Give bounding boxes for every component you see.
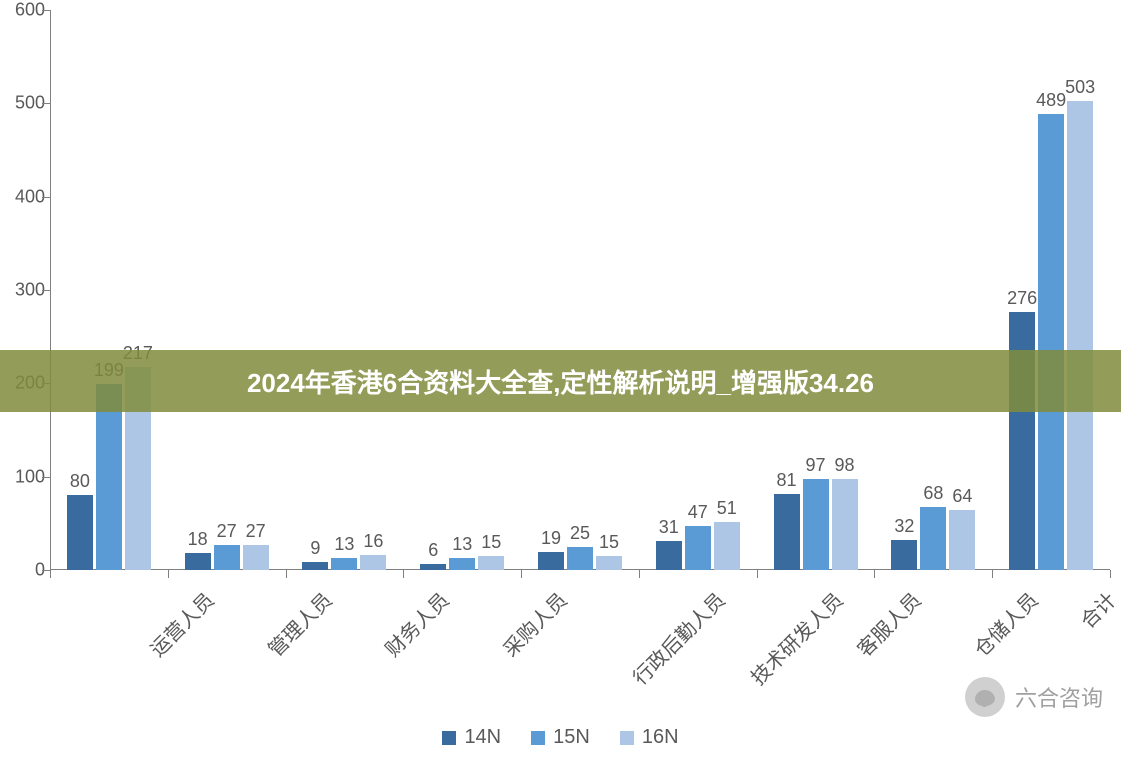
bar-value-label: 51 <box>717 498 737 519</box>
bar: 64 <box>949 510 975 570</box>
y-tick-mark <box>42 477 50 478</box>
legend-label: 16N <box>642 726 679 749</box>
chart-container: 0100200300400500600801992171827279131661… <box>50 10 1110 570</box>
bar: 199 <box>96 384 122 570</box>
y-tick-mark <box>42 10 50 11</box>
legend-swatch <box>620 731 634 745</box>
y-tick-label: 300 <box>0 280 45 301</box>
bar: 81 <box>774 494 800 570</box>
bar: 503 <box>1067 101 1093 570</box>
bar-value-label: 64 <box>952 486 972 507</box>
y-tick-label: 100 <box>0 466 45 487</box>
bar-value-label: 16 <box>363 531 383 552</box>
bar: 13 <box>449 558 475 570</box>
legend-swatch <box>442 731 456 745</box>
y-tick-mark <box>42 197 50 198</box>
y-tick-label: 500 <box>0 93 45 114</box>
watermark-text: 六合咨询 <box>1015 681 1103 713</box>
legend-swatch <box>531 731 545 745</box>
bar-group: 276489503 <box>1001 101 1101 570</box>
bar-value-label: 6 <box>428 540 438 561</box>
bar-value-label: 15 <box>481 532 501 553</box>
bar-group: 314751 <box>648 522 748 570</box>
bar-group: 91316 <box>294 555 394 570</box>
y-tick-mark <box>42 290 50 291</box>
bar-value-label: 80 <box>70 471 90 492</box>
bar: 31 <box>656 541 682 570</box>
bar-value-label: 81 <box>777 470 797 491</box>
y-tick-label: 0 <box>0 560 45 581</box>
bar: 15 <box>596 556 622 570</box>
x-tick-mark <box>1110 570 1111 578</box>
bar-value-label: 15 <box>599 532 619 553</box>
bar-group: 326864 <box>883 507 983 570</box>
bar: 51 <box>714 522 740 570</box>
overlay-banner: 2024年香港6合资料大全查,定性解析说明_增强版34.26 <box>0 350 1121 412</box>
bar: 27 <box>243 545 269 570</box>
y-tick-label: 600 <box>0 0 45 21</box>
bar-value-label: 18 <box>188 529 208 550</box>
legend-label: 14N <box>464 726 501 749</box>
bar: 32 <box>891 540 917 570</box>
bar: 27 <box>214 545 240 570</box>
y-tick-mark <box>42 103 50 104</box>
bar-group: 192515 <box>530 547 630 570</box>
bar: 97 <box>803 479 829 570</box>
x-axis-label: 客服人员 <box>849 585 926 662</box>
overlay-text: 2024年香港6合资料大全查,定性解析说明_增强版34.26 <box>247 363 874 400</box>
bar: 15 <box>478 556 504 570</box>
bar: 18 <box>185 553 211 570</box>
bar: 19 <box>538 552 564 570</box>
x-axis-labels: 运营人员管理人员财务人员采购人员行政后勤人员技术研发人员客服人员仓储人员合计 <box>50 575 1110 695</box>
bar: 13 <box>331 558 357 570</box>
x-axis-label: 管理人员 <box>260 585 337 662</box>
bar: 80 <box>67 495 93 570</box>
bar: 47 <box>685 526 711 570</box>
legend: 14N 15N 16N <box>0 726 1121 749</box>
bar-group: 182727 <box>177 545 277 570</box>
watermark: 六合咨询 <box>965 677 1103 717</box>
bar: 68 <box>920 507 946 570</box>
x-axis-label: 合计 <box>1073 585 1121 634</box>
x-axis-label: 采购人员 <box>496 585 573 662</box>
bar: 25 <box>567 547 593 570</box>
bar-group: 61315 <box>412 556 512 570</box>
bar: 6 <box>420 564 446 570</box>
x-axis-label: 运营人员 <box>142 585 219 662</box>
legend-label: 15N <box>553 726 590 749</box>
bar-value-label: 68 <box>923 483 943 504</box>
bar-value-label: 32 <box>894 516 914 537</box>
legend-item: 14N <box>442 726 501 749</box>
legend-item: 16N <box>620 726 679 749</box>
bar-value-label: 276 <box>1007 288 1037 309</box>
bar-value-label: 98 <box>835 455 855 476</box>
x-axis-label: 行政后勤人员 <box>625 585 730 690</box>
x-axis-label: 仓储人员 <box>967 585 1044 662</box>
bar: 9 <box>302 562 328 570</box>
y-axis-line <box>50 10 51 570</box>
bar: 16 <box>360 555 386 570</box>
x-axis-label: 财务人员 <box>378 585 455 662</box>
bar-value-label: 31 <box>659 517 679 538</box>
bar-value-label: 47 <box>688 502 708 523</box>
bar-value-label: 13 <box>452 534 472 555</box>
y-tick-mark <box>42 570 50 571</box>
legend-item: 15N <box>531 726 590 749</box>
bar-value-label: 13 <box>334 534 354 555</box>
wechat-icon <box>965 677 1005 717</box>
bar-value-label: 25 <box>570 523 590 544</box>
bar-group: 819798 <box>766 479 866 570</box>
y-tick-label: 400 <box>0 186 45 207</box>
plot-area: 0100200300400500600801992171827279131661… <box>50 10 1110 570</box>
bar-value-label: 27 <box>246 521 266 542</box>
bar-value-label: 19 <box>541 528 561 549</box>
bar: 489 <box>1038 114 1064 570</box>
bar-value-label: 27 <box>217 521 237 542</box>
bar-value-label: 9 <box>310 538 320 559</box>
bar: 98 <box>832 479 858 570</box>
bar-value-label: 97 <box>806 455 826 476</box>
bar-value-label: 503 <box>1065 77 1095 98</box>
x-axis-label: 技术研发人员 <box>743 585 848 690</box>
bar-value-label: 489 <box>1036 90 1066 111</box>
